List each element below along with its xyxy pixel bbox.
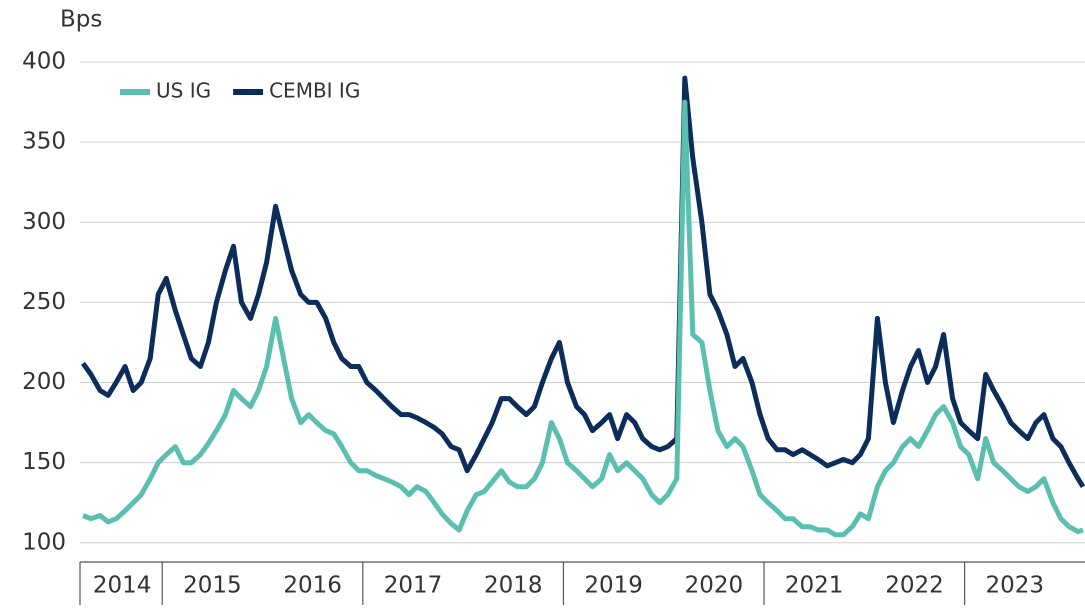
- x-tick-label: 2016: [283, 573, 342, 599]
- legend-label: US IG: [156, 79, 211, 103]
- x-tick-label: 2020: [685, 573, 744, 599]
- x-tick-label: 2014: [93, 573, 152, 599]
- x-tick-label: 2015: [183, 573, 242, 599]
- y-tick-label: 400: [22, 49, 66, 75]
- y-tick-label: 150: [22, 449, 66, 475]
- x-tick-label: 2017: [384, 573, 443, 599]
- x-tick-label: 2022: [885, 573, 944, 599]
- y-tick-label: 300: [22, 209, 66, 235]
- series-line: [82, 99, 1084, 538]
- x-tick-label: 2018: [484, 573, 543, 599]
- y-tick-label: 200: [22, 369, 66, 395]
- x-tick-label: 2023: [986, 573, 1045, 599]
- y-tick-label: 350: [22, 129, 66, 155]
- y-tick-label: 100: [22, 529, 66, 555]
- x-tick-label: 2021: [785, 573, 844, 599]
- series-line: [80, 75, 1085, 489]
- y-axis-label: Bps: [60, 7, 102, 33]
- x-tick-label: 2019: [584, 573, 643, 599]
- y-tick-label: 250: [22, 289, 66, 315]
- legend-label: CEMBI IG: [269, 79, 360, 103]
